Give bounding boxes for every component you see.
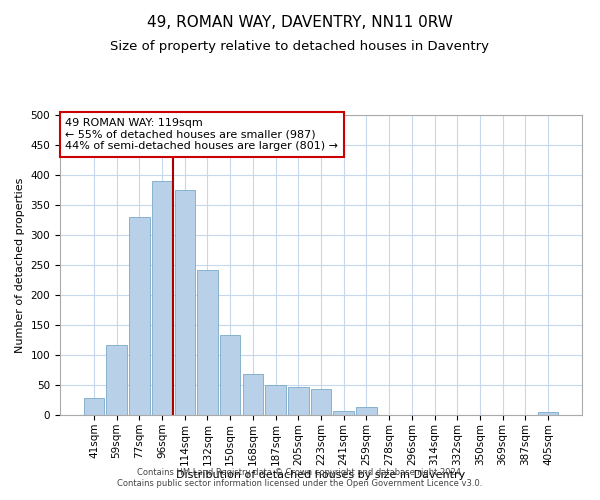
Bar: [129, 217, 149, 415]
Bar: [538, 412, 558, 415]
Bar: [356, 406, 377, 415]
Bar: [288, 388, 308, 415]
Text: 49, ROMAN WAY, DAVENTRY, NN11 0RW: 49, ROMAN WAY, DAVENTRY, NN11 0RW: [147, 15, 453, 30]
Bar: [197, 270, 218, 415]
Text: Size of property relative to detached houses in Daventry: Size of property relative to detached ho…: [110, 40, 490, 53]
Bar: [220, 335, 241, 415]
Text: Contains HM Land Registry data © Crown copyright and database right 2024.
Contai: Contains HM Land Registry data © Crown c…: [118, 468, 482, 487]
Bar: [265, 385, 286, 415]
Bar: [84, 398, 104, 415]
X-axis label: Distribution of detached houses by size in Daventry: Distribution of detached houses by size …: [176, 470, 466, 480]
Bar: [175, 190, 195, 415]
Bar: [242, 374, 263, 415]
Bar: [106, 345, 127, 415]
Y-axis label: Number of detached properties: Number of detached properties: [15, 178, 25, 352]
Bar: [311, 389, 331, 415]
Text: 49 ROMAN WAY: 119sqm
← 55% of detached houses are smaller (987)
44% of semi-deta: 49 ROMAN WAY: 119sqm ← 55% of detached h…: [65, 118, 338, 151]
Bar: [152, 181, 172, 415]
Bar: [334, 411, 354, 415]
